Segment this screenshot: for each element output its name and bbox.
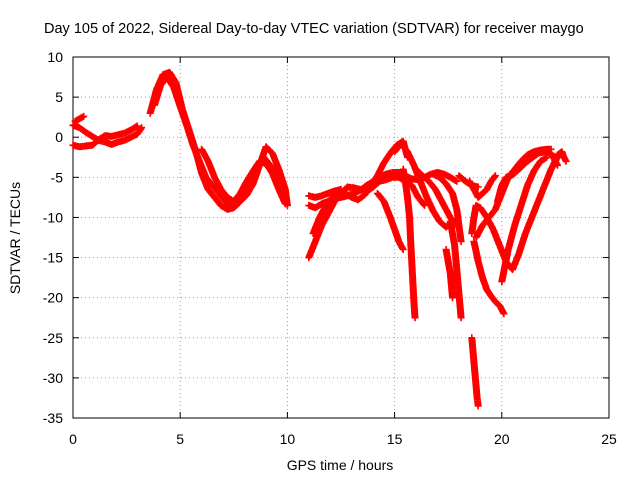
y-axis-label: SDTVAR / TECUs [7, 182, 23, 294]
series-arc-13 [391, 140, 456, 231]
y-tick-label: -30 [43, 370, 63, 386]
plot-frame [72, 56, 610, 419]
y-tick-label: -5 [51, 169, 64, 185]
series-arc-22 [470, 238, 508, 318]
x-tick-label: 10 [280, 431, 296, 447]
series-arc-3 [71, 112, 88, 125]
data-marker-path [442, 246, 456, 302]
data-marker-path [373, 189, 407, 253]
data-marker-path [549, 148, 570, 169]
series-layer [69, 68, 570, 410]
series-arc-16 [446, 218, 465, 322]
data-marker-path [470, 238, 508, 318]
data-marker-path [69, 122, 141, 151]
data-marker-path [466, 172, 499, 201]
data-marker-path [429, 170, 465, 245]
data-marker-path [468, 334, 482, 410]
series-arc-14 [412, 165, 459, 229]
y-tick-label: -10 [43, 209, 63, 225]
series-arc-10 [305, 185, 345, 201]
series-arc-6 [198, 145, 289, 208]
y-tick-label: -20 [43, 290, 63, 306]
data-marker-path [305, 185, 345, 201]
y-tick-label: -15 [43, 250, 63, 266]
series-arc-25 [498, 153, 551, 286]
x-tick-label: 5 [176, 431, 184, 447]
series-arc-21 [466, 172, 499, 201]
axes: 0 5 10 15 20 25 10 5 0 -5 -10 -15 -20 -25 -30 -35 [43, 49, 617, 447]
series-arc-11 [373, 189, 407, 253]
series-arc-19 [468, 334, 482, 410]
x-tick-label: 15 [387, 431, 403, 447]
data-marker-path [412, 165, 459, 229]
data-marker-path [71, 112, 88, 125]
data-marker-path [446, 218, 465, 322]
y-tick-label: 0 [55, 129, 63, 145]
data-marker-path [399, 165, 419, 322]
y-tick-label: -35 [43, 410, 63, 426]
x-tick-label: 0 [69, 431, 77, 447]
series-arc-20 [468, 153, 561, 274]
x-tick-label: 25 [601, 431, 617, 447]
series-arc-12 [399, 165, 419, 322]
series-arc-26 [549, 148, 570, 169]
data-marker-path [468, 153, 561, 274]
series-arc-17 [442, 246, 456, 302]
x-tick-label: 20 [494, 431, 510, 447]
y-tick-label: 10 [47, 49, 63, 65]
chart-title: Day 105 of 2022, Sidereal Day-to-day VTE… [44, 21, 584, 37]
data-marker-path [198, 145, 289, 208]
grid [73, 57, 609, 418]
data-marker-path [391, 140, 456, 231]
data-marker-path [498, 153, 551, 286]
x-axis-label: GPS time / hours [287, 457, 394, 473]
y-tick-label: 5 [55, 89, 63, 105]
y-tick-label: -25 [43, 330, 63, 346]
series-arc-2 [69, 122, 141, 151]
series-arc-15 [429, 170, 465, 245]
